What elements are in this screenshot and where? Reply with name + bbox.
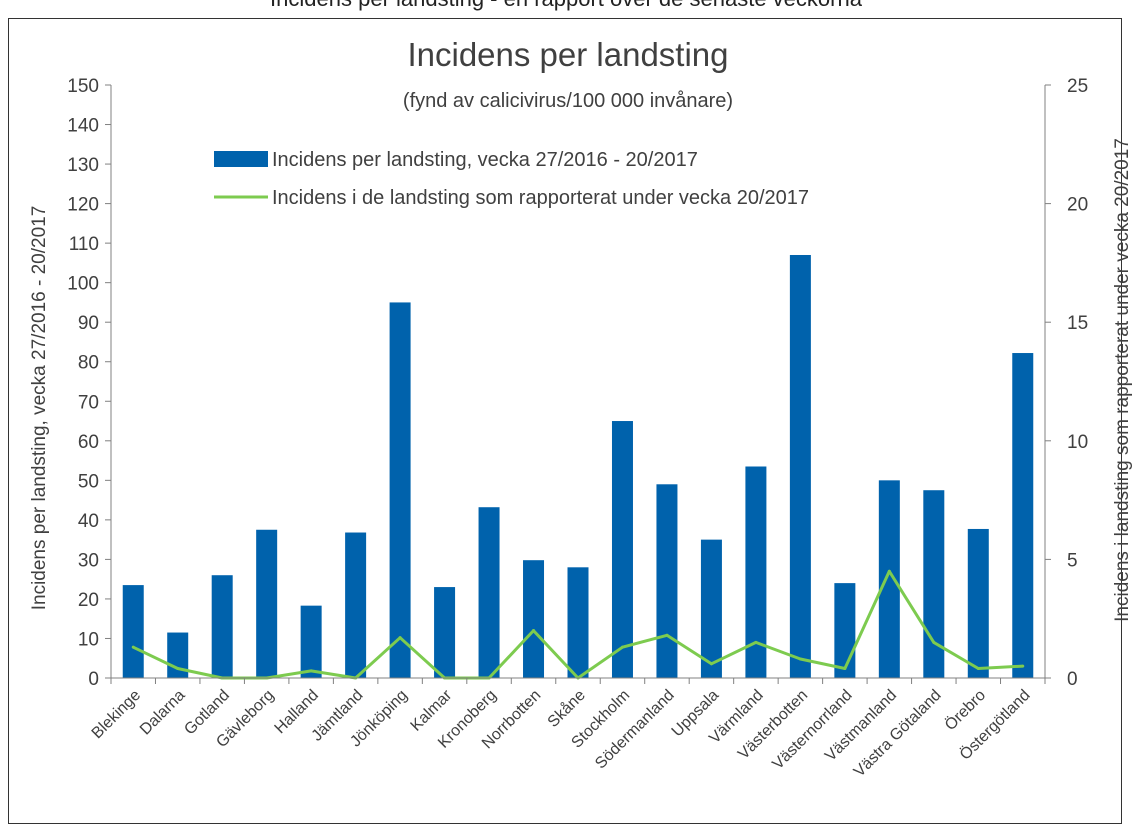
left-tick-label: 10 <box>78 629 99 650</box>
chart-subtitle: (fynd av calicivirus/100 000 invånare) <box>403 90 733 112</box>
right-tick-label: 0 <box>1067 669 1078 690</box>
bar <box>122 585 144 678</box>
x-tick-label: Dalarna <box>137 687 189 739</box>
bar <box>300 605 322 678</box>
line-point <box>754 640 758 644</box>
left-tick-label: 80 <box>78 353 99 374</box>
bar <box>878 480 900 678</box>
left-axis-ticks: 0 10 20 30 40 50 60 70 80 90 100 110 120 130 140 150 <box>67 76 111 690</box>
header-text: Incidens per landsting - en rapport över… <box>0 0 1132 12</box>
bar <box>656 484 678 678</box>
line-point <box>665 633 669 637</box>
left-tick-label: 0 <box>88 669 99 690</box>
bar <box>567 567 589 678</box>
left-tick-label: 110 <box>69 234 99 255</box>
chart-title: Incidens per landsting <box>407 36 728 73</box>
line-point <box>709 662 713 666</box>
left-tick-label: 70 <box>78 392 99 413</box>
line-point <box>932 640 936 644</box>
right-tick-label: 15 <box>1067 313 1088 334</box>
axes <box>110 85 1046 684</box>
bar <box>1012 353 1034 678</box>
bar <box>389 302 411 678</box>
right-tick-label: 25 <box>1067 76 1088 97</box>
left-tick-label: 30 <box>78 550 99 571</box>
bar <box>345 532 367 678</box>
x-tick-label: Västernorrland <box>769 687 855 773</box>
chart-frame <box>8 18 1122 824</box>
left-tick-label: 120 <box>67 195 99 216</box>
x-tick-label: Blekinge <box>89 687 144 742</box>
legend-swatch-bar <box>214 151 268 167</box>
bar <box>211 575 233 678</box>
left-tick-label: 60 <box>78 432 99 453</box>
x-tick-label: Södermanland <box>592 687 678 773</box>
line-point <box>976 667 980 671</box>
bar <box>967 528 989 678</box>
bar <box>611 421 633 678</box>
line-point <box>798 657 802 661</box>
right-tick-label: 20 <box>1067 195 1088 216</box>
legend-label-bar: Incidens per landsting, vecka 27/2016 - … <box>272 149 698 171</box>
left-tick-label: 40 <box>78 511 99 532</box>
right-axis-ticks: 0 5 10 15 20 25 <box>1045 76 1088 690</box>
bar <box>700 539 722 678</box>
left-tick-label: 90 <box>78 313 99 334</box>
line-point <box>131 645 135 649</box>
bar <box>434 587 456 678</box>
legend-label-line: Incidens i de landsting som rapporterat … <box>272 187 809 209</box>
bar <box>789 254 811 678</box>
bar <box>256 529 278 678</box>
line-point <box>398 636 402 640</box>
bar <box>745 466 767 678</box>
bar-series <box>122 254 1034 678</box>
right-tick-label: 5 <box>1067 550 1078 571</box>
line-point <box>176 667 180 671</box>
clipped-header-text: Incidens per landsting - en rapport över… <box>0 0 1132 22</box>
bar <box>923 490 945 678</box>
x-tick-label: Skåne <box>544 686 589 731</box>
left-tick-label: 140 <box>67 116 99 137</box>
left-tick-label: 50 <box>78 471 99 492</box>
line-point <box>620 645 624 649</box>
line-point <box>887 569 891 573</box>
left-axis-label: Incidens per landsting, vecka 27/2016 - … <box>29 206 50 611</box>
left-tick-label: 100 <box>67 274 99 295</box>
line-point <box>1021 664 1025 668</box>
left-tick-label: 20 <box>78 590 99 611</box>
bar <box>478 507 500 678</box>
right-tick-label: 10 <box>1067 432 1088 453</box>
left-tick-label: 130 <box>67 155 99 176</box>
bar <box>523 560 545 678</box>
line-point <box>309 669 313 673</box>
left-tick-label: 150 <box>67 76 99 97</box>
line-point <box>532 629 536 633</box>
x-axis-labels: BlekingeDalarnaGotlandGävleborgHallandJä… <box>89 686 1034 781</box>
right-axis-label: Incidens i landsting som rapporterat und… <box>1112 138 1132 622</box>
line-point <box>843 667 847 671</box>
bar <box>834 583 856 678</box>
legend: Incidens per landsting, vecka 27/2016 - … <box>214 149 809 209</box>
